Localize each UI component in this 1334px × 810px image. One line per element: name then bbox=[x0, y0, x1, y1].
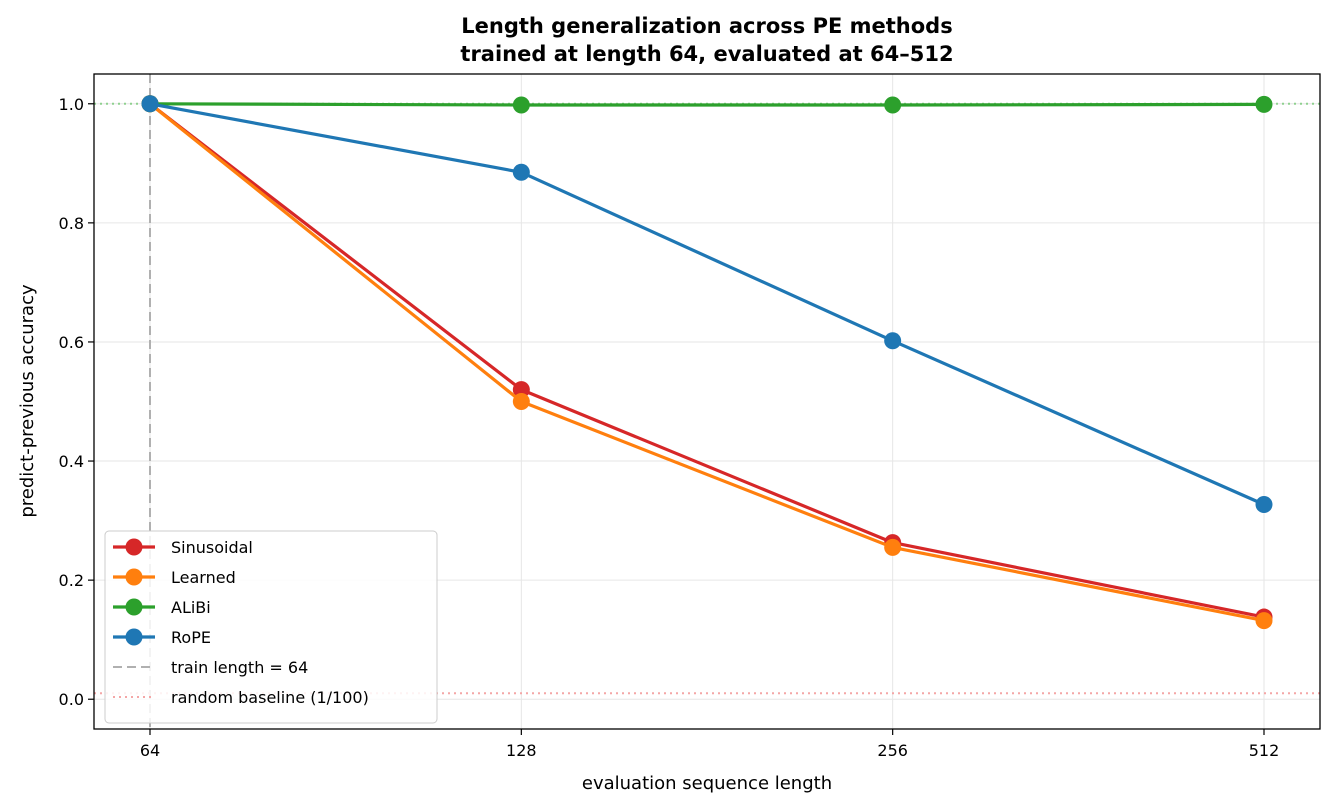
legend-marker bbox=[125, 598, 143, 616]
legend-item: RoPE bbox=[113, 628, 211, 647]
y-tick-label: 1.0 bbox=[59, 95, 84, 114]
series-alibi bbox=[141, 95, 1273, 114]
y-tick-label: 0.2 bbox=[59, 571, 84, 590]
x-tick-label: 256 bbox=[877, 741, 908, 760]
legend-item: train length = 64 bbox=[113, 658, 308, 677]
data-point-sinusoidal-128 bbox=[512, 381, 530, 399]
y-tick-label: 0.6 bbox=[59, 333, 84, 352]
data-point-alibi-512 bbox=[1255, 95, 1273, 113]
legend-item: Sinusoidal bbox=[113, 538, 253, 557]
x-tick-label: 128 bbox=[506, 741, 537, 760]
data-point-rope-512 bbox=[1255, 496, 1273, 514]
legend-label: random baseline (1/100) bbox=[171, 688, 369, 707]
legend: Sinusoidal Learned ALiBi RoPE train length =… bbox=[104, 530, 438, 724]
series-line-rope bbox=[149, 102, 1265, 506]
series-lines bbox=[141, 95, 1273, 630]
legend-label: Sinusoidal bbox=[171, 538, 253, 557]
x-tick-label: 512 bbox=[1249, 741, 1280, 760]
data-point-rope-256 bbox=[884, 332, 902, 350]
chart-title: Length generalization across PE methods bbox=[461, 14, 952, 38]
plot-frame bbox=[93, 73, 1321, 730]
data-point-learned-256 bbox=[884, 538, 902, 556]
legend-item: random baseline (1/100) bbox=[113, 688, 369, 707]
data-point-learned-128 bbox=[512, 393, 530, 410]
y-axis-ticks: 0.0 0.2 0.4 0.6 0.8 1.0 bbox=[59, 95, 94, 709]
series-line-alibi bbox=[149, 102, 1265, 107]
x-tick-label: 64 bbox=[140, 741, 160, 760]
series-line-learned bbox=[148, 102, 1265, 623]
series-line-sinusoidal bbox=[149, 102, 1265, 619]
legend-marker bbox=[125, 628, 143, 646]
legend-item: ALiBi bbox=[113, 598, 211, 617]
x-axis-ticks: 64 128 256 512 bbox=[140, 729, 1279, 760]
legend-item: Learned bbox=[113, 568, 236, 587]
chart-subtitle: trained at length 64, evaluated at 64–51… bbox=[460, 42, 953, 66]
legend-label: RoPE bbox=[171, 628, 211, 647]
y-tick-label: 0.8 bbox=[59, 214, 84, 233]
data-point-alibi-128 bbox=[512, 96, 530, 114]
y-axis-label: predict-previous accuracy bbox=[17, 284, 38, 518]
data-point-rope-128 bbox=[512, 163, 530, 181]
legend-marker bbox=[125, 568, 143, 586]
legend-box bbox=[104, 530, 438, 724]
legend-label: ALiBi bbox=[171, 598, 211, 617]
y-tick-label: 0.0 bbox=[59, 690, 84, 709]
legend-label: Learned bbox=[171, 568, 236, 587]
data-point-learned-512 bbox=[1255, 612, 1273, 630]
x-axis-label: evaluation sequence length bbox=[582, 773, 832, 794]
data-point-rope-64 bbox=[141, 95, 159, 113]
y-tick-label: 0.4 bbox=[59, 452, 84, 471]
legend-marker bbox=[125, 538, 143, 556]
series-rope bbox=[141, 95, 1273, 514]
data-point-alibi-256 bbox=[884, 96, 902, 114]
legend-label: train length = 64 bbox=[171, 658, 308, 677]
